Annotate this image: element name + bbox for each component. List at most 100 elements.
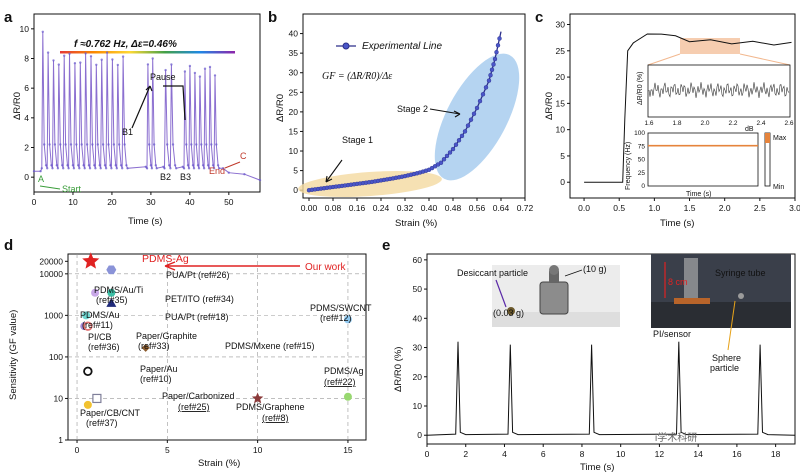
chart-a-point <box>213 74 217 77</box>
chart-a-point <box>94 167 97 170</box>
chart-c-inset-top-xtick: 2.6 <box>784 120 793 127</box>
chart-a-point <box>227 171 230 174</box>
chart-a-point <box>193 71 197 75</box>
chart-b-point <box>459 133 465 139</box>
chart-a-point <box>39 170 42 173</box>
chart-c-ytick-label: 15 <box>556 98 566 108</box>
chart-c-xtick-label: 0.0 <box>578 203 590 213</box>
chart-a-point <box>119 164 123 167</box>
chart-d-point-pdms-ag <box>82 252 100 269</box>
chart-e-ann-sphere: Sphere <box>712 353 741 363</box>
chart-a-frame <box>33 13 261 193</box>
chart-a-point <box>88 167 92 170</box>
chart-a-point <box>91 143 94 146</box>
chart-d-label-pet-ito: PET/ITO (ref#34) <box>165 294 234 304</box>
chart-c-inset-top-xlabel: dB <box>745 126 754 133</box>
chart-a-point <box>208 65 212 69</box>
chart-a-point <box>201 164 205 167</box>
panel-label-b: b <box>268 9 277 26</box>
chart-c-xtick-label: 2.5 <box>754 203 766 213</box>
chart-a-series-line <box>34 31 261 181</box>
chart-b-xtick-label: 0.00 <box>301 203 318 213</box>
chart-c-xtick-label: 1.5 <box>684 203 696 213</box>
chart-e-xtick-label: 16 <box>732 449 742 459</box>
chart-a-point <box>163 167 166 170</box>
chart-a-ann-c: C <box>240 151 247 161</box>
chart-a-point <box>111 58 114 61</box>
chart-a-ytick-label: 6 <box>24 83 29 93</box>
chart-a-ann-end: End <box>209 166 225 176</box>
chart-d-label-ref36: (ref#36) <box>88 342 120 352</box>
chart-a-point <box>205 143 208 146</box>
chart-a-point <box>186 164 190 167</box>
chart-a-point <box>104 167 108 170</box>
chart-c-frame <box>569 13 796 199</box>
chart-a-point <box>107 143 110 146</box>
chart-d-ytick-label: 20000 <box>39 256 63 266</box>
chart-b-point <box>486 78 492 83</box>
chart-c-inset-scalebar-max <box>765 133 770 143</box>
chart-e-xtick-label: 0 <box>425 449 430 459</box>
panel-label-a: a <box>4 9 13 26</box>
chart-a-point <box>164 68 167 72</box>
chart-b-ytick-label: 40 <box>289 29 299 39</box>
chart-c-zoom-lines <box>647 53 791 66</box>
chart-a-point <box>64 143 67 146</box>
chart-a-point <box>96 143 100 146</box>
chart-b-point <box>471 111 477 117</box>
chart-a-point <box>59 143 62 146</box>
chart-a-start-arrow <box>39 185 61 190</box>
chart-e-ytick-label: 0 <box>417 430 422 440</box>
chart-a-point <box>93 164 96 167</box>
chart-a-point <box>66 164 69 167</box>
chart-c-inset-noise <box>648 82 790 99</box>
chart-d-grid <box>68 254 366 440</box>
chart-c-inset-top-xtick: 1.8 <box>672 120 681 127</box>
chart-c-inset-bottom-ytick: 0 <box>641 183 645 190</box>
chart-a-point <box>78 167 81 170</box>
chart-a-ticks: 0 10 20 30 40 50 0 2 4 6 8 10 <box>20 24 234 207</box>
chart-a-point <box>72 167 76 170</box>
chart-e-xtick-label: 4 <box>502 449 507 459</box>
chart-d-point-pdms-au-ti-ref-35 <box>91 288 100 297</box>
chart-a-pause-arrow-2 <box>163 85 186 121</box>
chart-a-point <box>95 63 98 66</box>
chart-a-point <box>114 164 117 167</box>
chart-a-point <box>216 164 220 167</box>
chart-a-point <box>89 55 93 58</box>
chart-a-point <box>217 167 221 170</box>
chart-b-ytick-label: 35 <box>289 48 299 58</box>
chart-a-ann-A: A <box>38 174 44 184</box>
chart-a-point <box>75 143 78 146</box>
chart-a-point <box>168 164 171 167</box>
chart-c-xtick-label: 3.0 <box>789 203 800 213</box>
chart-b-legend-marker <box>342 42 350 50</box>
chart-c-ticks: 0.0 0.5 1.0 1.5 2.0 2.5 3.0 0 5 10 15 20 25 30 <box>556 20 800 213</box>
chart-e-xtick-label: 12 <box>655 449 665 459</box>
chart-a-ytick-label: 8 <box>24 54 29 64</box>
chart-b-point <box>492 56 498 62</box>
chart-b-point <box>494 50 499 55</box>
chart-a-point <box>57 63 60 66</box>
chart-d-points <box>80 252 352 409</box>
chart-d-label-pdms-ag: PDMS-Ag <box>142 253 189 265</box>
chart-b-xtick-label: 0.56 <box>469 203 486 213</box>
chart-b-point <box>480 92 486 97</box>
chart-d-label-pdms-mxene: PDMS/Mxene (ref#15) <box>225 341 315 351</box>
chart-d-label-paper-au: Paper/Au <box>140 364 178 374</box>
chart-b-stage1-arrow <box>325 159 343 183</box>
chart-a-point <box>145 167 149 170</box>
chart-c-ylabel: ΔR/R0 <box>544 92 555 120</box>
chart-a-point <box>101 143 105 146</box>
chart-a-xlabel: Time (s) <box>128 216 162 227</box>
chart-b-point <box>453 142 459 147</box>
chart-a-point <box>125 164 128 167</box>
chart-a-ann-b2: B2 <box>160 172 171 182</box>
chart-a-point <box>154 164 157 167</box>
chart-a-point <box>61 164 64 167</box>
chart-a-xtick-label: 10 <box>68 197 78 207</box>
chart-e-sphere <box>738 293 744 299</box>
chart-a-series-dots <box>32 30 262 182</box>
chart-a-point <box>67 167 70 170</box>
chart-a-ann-b3: B3 <box>180 172 191 182</box>
